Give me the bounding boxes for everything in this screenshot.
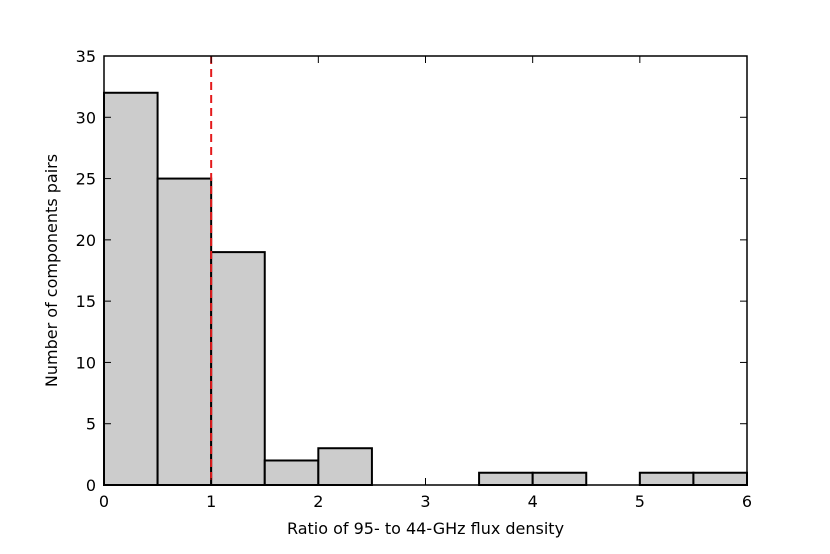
y-tick-label: 35: [76, 47, 96, 66]
y-tick-label: 30: [76, 108, 96, 127]
y-tick-label: 0: [86, 476, 96, 495]
histogram-bars: [103, 91, 749, 487]
histogram-bar: [692, 471, 749, 487]
x-tick-label: 6: [742, 492, 752, 511]
x-tick-label: 2: [313, 492, 323, 511]
y-axis-label: Number of components pairs: [42, 154, 61, 387]
x-tick-label: 0: [99, 492, 109, 511]
histogram-bar: [263, 459, 320, 487]
x-tick-label: 5: [635, 492, 645, 511]
x-tick-label: 1: [206, 492, 216, 511]
y-axis-ticks: 0 5 10 15 20 25 30 35: [76, 47, 747, 495]
histogram-bar: [156, 177, 213, 486]
x-axis-label: Ratio of 95- to 44-GHz flux density: [287, 519, 564, 538]
y-tick-label: 5: [86, 415, 96, 434]
histogram-bar: [210, 251, 266, 486]
histogram-bar: [103, 91, 159, 487]
histogram-bar: [317, 447, 373, 487]
histogram-bar: [478, 471, 534, 487]
x-axis-ticks: 0 1 2 3 4 5 6: [99, 56, 752, 511]
histogram-bar: [638, 471, 695, 487]
y-tick-label: 15: [76, 292, 96, 311]
x-tick-label: 4: [528, 492, 538, 511]
y-tick-label: 20: [76, 231, 96, 250]
y-tick-label: 10: [76, 353, 96, 372]
histogram-bar: [531, 471, 588, 487]
y-tick-label: 25: [76, 170, 96, 189]
x-tick-label: 3: [420, 492, 430, 511]
